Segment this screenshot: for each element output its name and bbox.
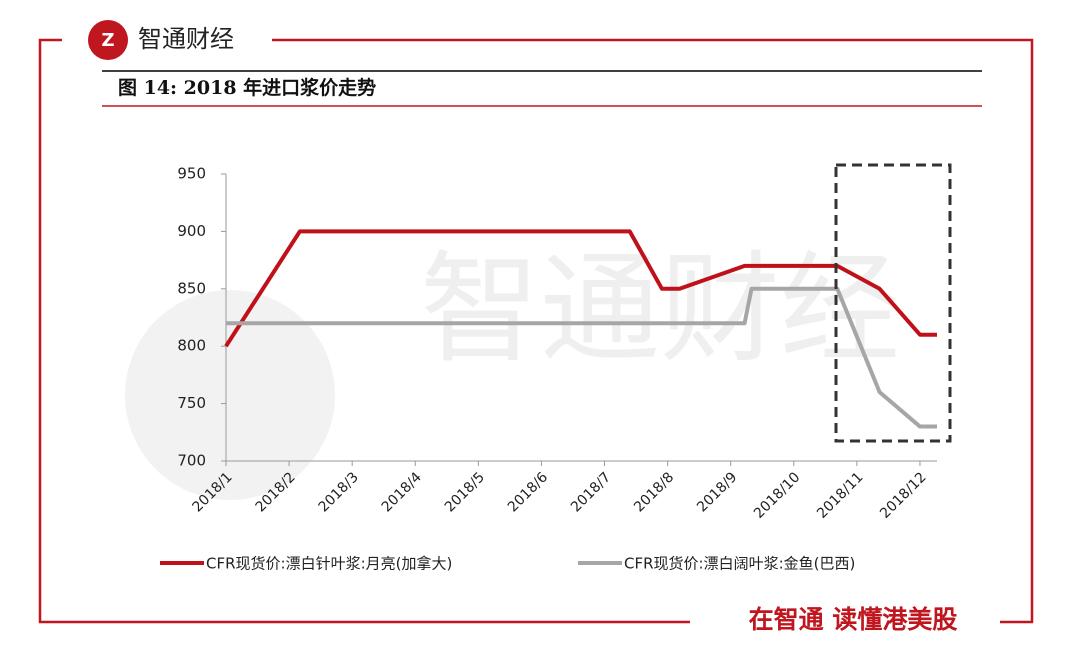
figure-title: 图 14: 2018 年进口浆价走势: [118, 76, 376, 99]
watermark-logo: [125, 290, 335, 500]
frame: [38, 38, 1034, 624]
footer: 在智通 读懂港美股: [749, 605, 958, 634]
x-tick-label: 2018/8: [631, 469, 677, 515]
highlight-box: [834, 163, 952, 443]
y-tick-label: 750: [177, 394, 206, 412]
legend-label: CFR现货价:漂白针叶浆:月亮(加拿大): [206, 555, 452, 573]
legend-label: CFR现货价:漂白阔叶浆:金鱼(巴西): [624, 555, 855, 573]
x-tick-label: 2018/7: [568, 469, 614, 515]
x-tick-label: 2018/4: [379, 469, 425, 515]
series-line: [224, 229, 937, 348]
y-tick-label: 900: [177, 222, 206, 240]
y-tick-label: 800: [177, 337, 206, 355]
logo-mark: Z: [101, 30, 114, 51]
y-tick-label: 850: [177, 279, 206, 297]
x-tick-label: 2018/5: [442, 469, 488, 515]
x-tick-label: 2018/6: [505, 469, 551, 515]
x-tick-label: 2018/9: [694, 469, 740, 515]
x-tick-label: 2018/10: [751, 469, 803, 521]
y-tick-label: 700: [177, 452, 206, 470]
x-tick-label: 2018/11: [814, 469, 866, 521]
y-tick-label: 950: [177, 165, 206, 183]
watermark: 智通财经: [420, 241, 900, 380]
logo-icon: [88, 20, 128, 60]
x-tick-label: 2018/12: [877, 469, 929, 521]
x-tick-label: 2018/3: [316, 469, 362, 515]
brand: 智通财经: [138, 25, 234, 53]
